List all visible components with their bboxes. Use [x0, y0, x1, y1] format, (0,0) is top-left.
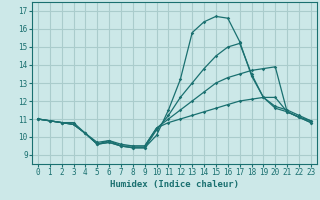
X-axis label: Humidex (Indice chaleur): Humidex (Indice chaleur) [110, 180, 239, 189]
